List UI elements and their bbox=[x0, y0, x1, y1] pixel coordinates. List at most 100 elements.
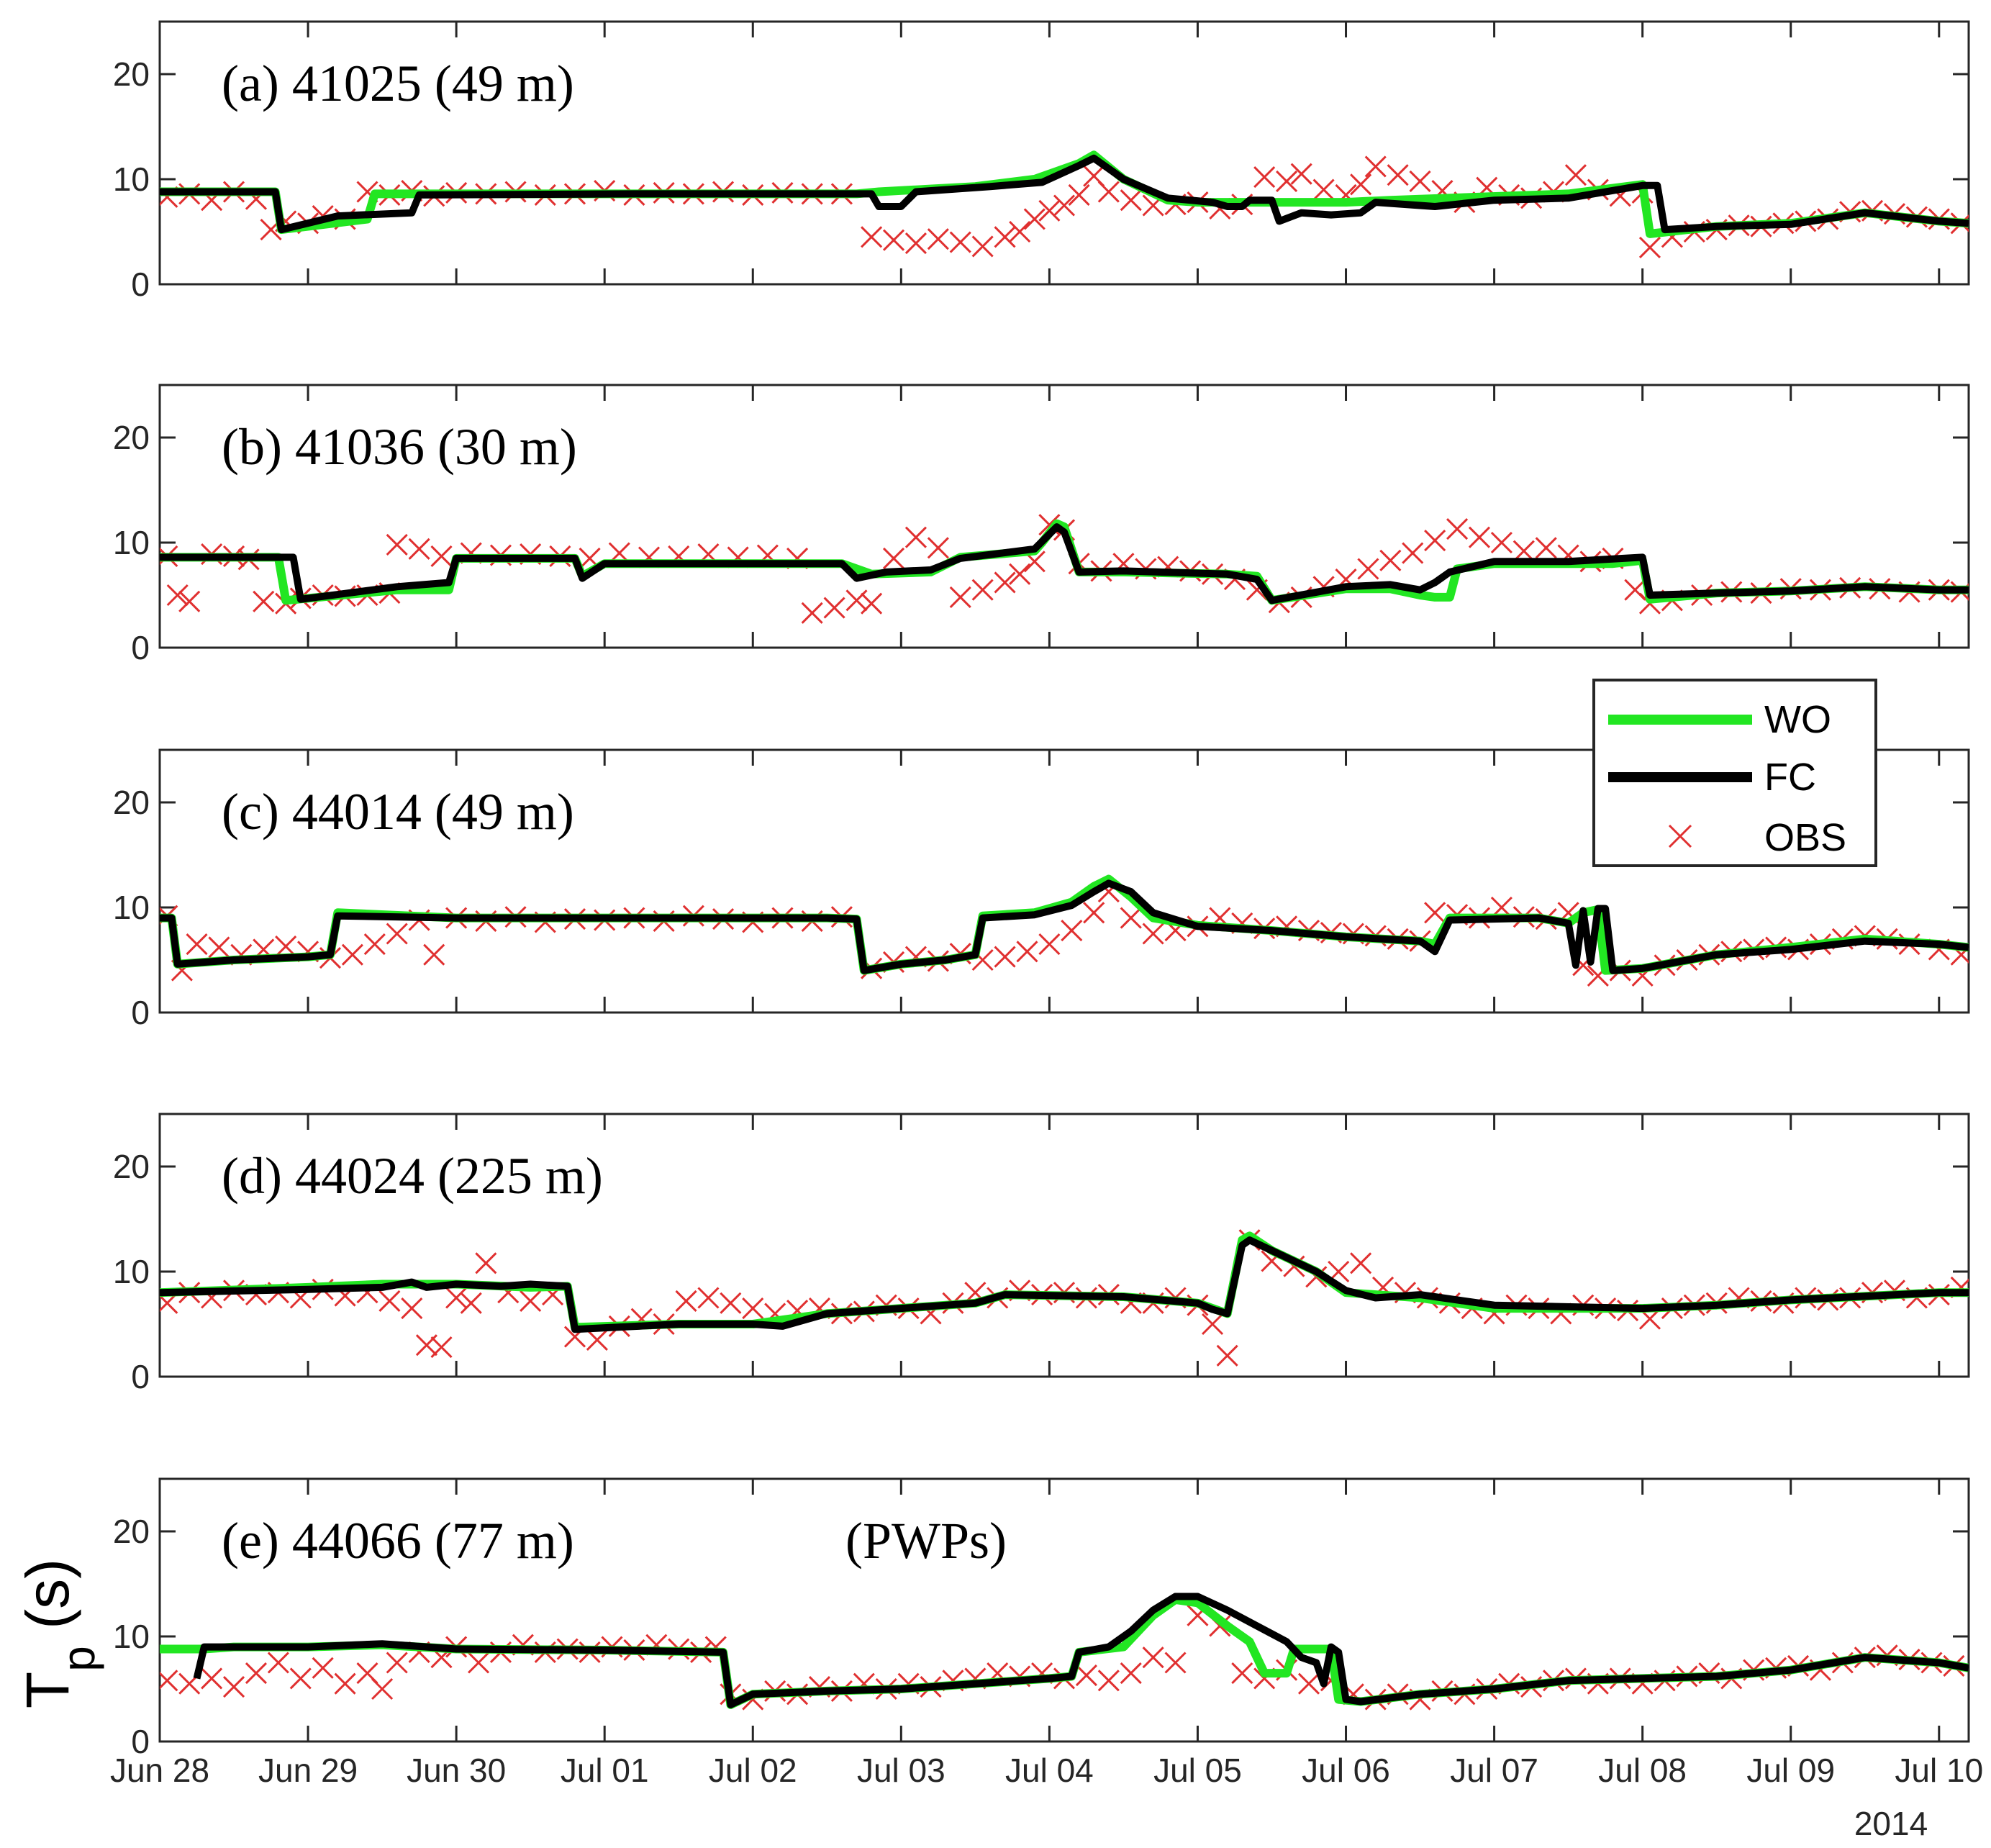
obs-point bbox=[289, 1667, 312, 1690]
obs-point bbox=[1009, 220, 1031, 243]
obs-point bbox=[430, 545, 453, 568]
y-tick-label: 0 bbox=[131, 994, 150, 1031]
panel-title: (d) 44024 (225 m) bbox=[222, 1147, 603, 1205]
obs-point bbox=[1142, 1647, 1164, 1669]
obs-point bbox=[994, 946, 1016, 968]
x-tick-label: Jul 06 bbox=[1302, 1752, 1390, 1789]
obs-point bbox=[160, 1670, 178, 1692]
obs-point bbox=[823, 597, 845, 619]
obs-point bbox=[1142, 923, 1164, 945]
obs-point bbox=[222, 1676, 245, 1698]
obs-point bbox=[253, 590, 275, 612]
obs-point bbox=[1312, 178, 1335, 201]
obs-point bbox=[1350, 1252, 1372, 1274]
y-axis-label-unit: (s) bbox=[14, 1559, 81, 1646]
obs-point bbox=[1231, 1662, 1253, 1685]
obs-point bbox=[208, 936, 230, 959]
x-tick-label: Jul 02 bbox=[709, 1752, 797, 1789]
x-tick-label: Jul 10 bbox=[1895, 1752, 1983, 1789]
obs-point bbox=[1387, 164, 1409, 186]
obs-point bbox=[1120, 907, 1142, 929]
obs-point bbox=[801, 602, 823, 624]
series-line-fc bbox=[160, 1236, 1969, 1333]
series-line-fc bbox=[160, 879, 1969, 974]
obs-point bbox=[423, 943, 445, 966]
x-tick-label: Jun 28 bbox=[110, 1752, 209, 1789]
obs-point bbox=[166, 584, 189, 607]
obs-point bbox=[1097, 181, 1120, 203]
y-tick-label: 0 bbox=[131, 629, 150, 666]
obs-point bbox=[408, 538, 430, 560]
obs-point bbox=[927, 228, 949, 250]
obs-point bbox=[1009, 563, 1031, 585]
obs-point bbox=[1120, 189, 1142, 212]
obs-point bbox=[697, 1287, 720, 1309]
y-tick-label: 20 bbox=[113, 1513, 150, 1550]
obs-point bbox=[971, 579, 994, 601]
y-tick-label: 0 bbox=[131, 1358, 150, 1395]
obs-point bbox=[460, 1292, 482, 1314]
obs-point bbox=[1409, 170, 1431, 192]
obs-point bbox=[1297, 1672, 1320, 1695]
obs-point bbox=[1120, 1662, 1142, 1685]
obs-point bbox=[1468, 526, 1491, 548]
obs-point bbox=[1216, 1344, 1238, 1367]
obs-point bbox=[1446, 517, 1469, 540]
legend-label-obs: OBS bbox=[1764, 816, 1846, 859]
plot-content bbox=[160, 1229, 1969, 1367]
panel-title: (a) 41025 (49 m) bbox=[222, 55, 574, 112]
series-line-fc bbox=[160, 154, 1969, 234]
x-tick-label: Jun 30 bbox=[407, 1752, 506, 1789]
obs-point bbox=[1424, 902, 1446, 924]
obs-point bbox=[904, 526, 927, 548]
obs-point bbox=[475, 1252, 497, 1274]
obs-point bbox=[882, 547, 905, 569]
x-tick-label: Jun 29 bbox=[258, 1752, 358, 1789]
obs-point bbox=[1424, 530, 1446, 552]
obs-point bbox=[1023, 208, 1046, 230]
obs-point bbox=[386, 923, 408, 945]
obs-point bbox=[275, 935, 297, 958]
obs-point bbox=[861, 592, 883, 615]
panel-title: (c) 44014 (49 m) bbox=[222, 783, 574, 841]
y-tick-label: 0 bbox=[131, 266, 150, 303]
y-tick-label: 20 bbox=[113, 784, 150, 821]
obs-point bbox=[445, 1287, 468, 1309]
x-axis-year-label: 2014 bbox=[1854, 1805, 1928, 1842]
y-tick-label: 10 bbox=[113, 1253, 150, 1290]
x-tick-label: Jul 03 bbox=[857, 1752, 945, 1789]
obs-point bbox=[363, 933, 386, 956]
y-axis-label-text: Tp (s) bbox=[14, 1559, 104, 1708]
obs-point bbox=[341, 943, 363, 966]
obs-point bbox=[1068, 184, 1090, 206]
panel-1: 0 10 20 (a) 41025 (49 m) bbox=[113, 20, 1970, 303]
obs-point bbox=[1276, 170, 1298, 192]
obs-point bbox=[1402, 542, 1424, 564]
obs-point bbox=[1290, 163, 1312, 185]
y-tick-label: 20 bbox=[113, 419, 150, 456]
obs-point bbox=[1053, 194, 1076, 217]
obs-point bbox=[1490, 531, 1512, 554]
y-tick-label: 10 bbox=[113, 1618, 150, 1655]
y-tick-label: 10 bbox=[113, 160, 150, 198]
obs-point bbox=[1038, 199, 1061, 222]
y-axis-label-main: T bbox=[14, 1672, 81, 1708]
obs-point bbox=[1364, 155, 1387, 178]
obs-point bbox=[1638, 236, 1661, 258]
plot-content bbox=[160, 874, 1969, 987]
obs-point bbox=[267, 1652, 289, 1674]
obs-point bbox=[1097, 1670, 1120, 1692]
y-tick-label: 10 bbox=[113, 524, 150, 561]
plot-area bbox=[158, 1477, 1970, 1743]
x-tick-label: Jul 01 bbox=[561, 1752, 649, 1789]
plot-content bbox=[160, 150, 1969, 258]
obs-point bbox=[1350, 173, 1372, 196]
obs-point bbox=[371, 1677, 394, 1700]
series-line-fc bbox=[160, 523, 1969, 604]
obs-point bbox=[742, 1297, 764, 1320]
obs-point bbox=[994, 226, 1016, 248]
panels: 0 10 20 (a) 41025 (49 m) 0 10 20 (b) 41036 (30 … bbox=[110, 20, 1983, 1789]
panel-title: (b) 41036 (30 m) bbox=[222, 418, 577, 476]
obs-point bbox=[467, 1652, 490, 1674]
